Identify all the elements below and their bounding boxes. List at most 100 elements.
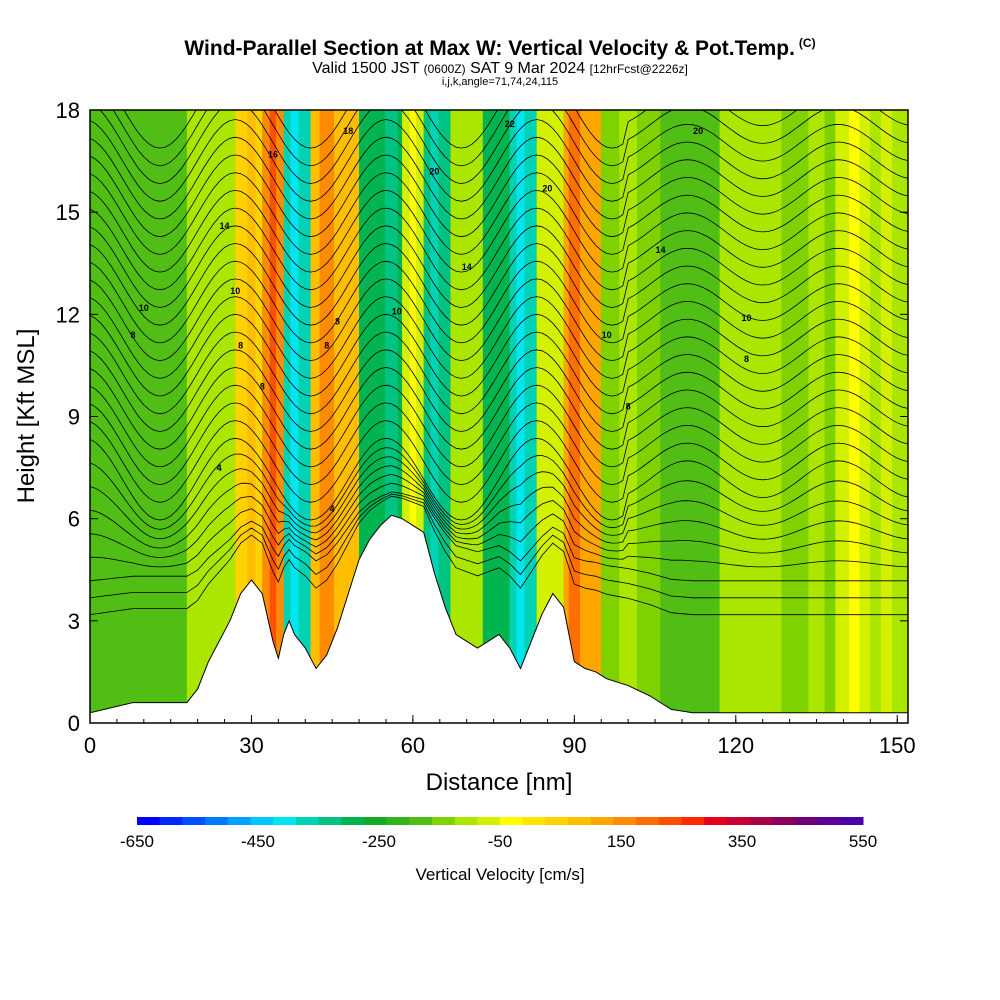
colorbar-swatch <box>704 817 728 825</box>
y-tick-label: 18 <box>56 98 80 123</box>
colorbar-swatch <box>205 817 229 825</box>
velocity-core <box>683 110 702 723</box>
colorbar-swatch <box>363 817 388 825</box>
contour-label: 8 <box>131 330 136 340</box>
colorbar-swatch <box>681 817 705 825</box>
colorbar-tick-label: 150 <box>607 832 635 851</box>
colorbar-swatch <box>318 817 342 825</box>
valid-date: SAT 9 Mar 2024 <box>470 60 586 77</box>
colorbar-swatch <box>613 817 637 825</box>
colorbar-swatch <box>840 817 864 825</box>
theta-contour <box>90 402 908 486</box>
chart-title-text: Wind-Parallel Section at Max W: Vertical… <box>184 37 795 60</box>
colorbar-swatch <box>137 817 161 825</box>
theta-contour <box>90 473 908 558</box>
velocity-core <box>269 110 277 723</box>
velocity-core <box>211 110 227 723</box>
colorbar-swatch <box>500 817 524 825</box>
velocity-core <box>737 110 756 723</box>
colorbar-label: Vertical Velocity [cm/s] <box>415 865 584 884</box>
x-tick-label: 60 <box>401 733 425 758</box>
colorbar-swatch <box>341 817 365 825</box>
contour-label: 8 <box>260 381 265 391</box>
theta-contour <box>90 225 908 308</box>
theta-contour <box>90 367 908 450</box>
velocity-core <box>409 110 417 723</box>
colorbar-tick-label: -450 <box>241 832 275 851</box>
velocity-core <box>430 110 439 723</box>
y-tick-label: 6 <box>68 507 80 532</box>
theta-contour <box>90 260 908 344</box>
contour-label: 4 <box>217 463 222 473</box>
velocity-core <box>619 110 638 723</box>
colorbar-swatch <box>386 817 410 825</box>
y-tick-label: 15 <box>56 200 80 225</box>
colorbar-tick-label: -250 <box>362 832 396 851</box>
colorbar: -650 -450 -250 -50 150 350 550 <box>120 817 877 851</box>
colorbar-tick-label: -50 <box>488 832 513 851</box>
contour-label: 8 <box>324 340 329 350</box>
colorbar-swatch <box>658 817 682 825</box>
contour-label: 8 <box>335 317 340 327</box>
y-axis-label: Height [Kft MSL] <box>13 329 40 504</box>
theta-contour <box>90 243 908 326</box>
contour-label: 10 <box>602 330 612 340</box>
y-tick-label: 3 <box>68 609 80 634</box>
x-tick-label: 90 <box>562 733 586 758</box>
theta-contour <box>90 420 908 503</box>
colorbar-swatch <box>636 817 660 825</box>
x-tick-label: 120 <box>717 733 754 758</box>
colorbar-swatch <box>227 817 251 825</box>
contour-label: 20 <box>693 126 703 136</box>
colorbar-swatch <box>726 817 751 825</box>
colorbar-swatch <box>182 817 206 825</box>
y-tick-label: 12 <box>56 302 80 327</box>
velocity-core <box>247 110 256 723</box>
velocity-core <box>516 110 525 723</box>
theta-contour <box>90 447 908 530</box>
y-tick-label: 9 <box>68 405 80 430</box>
y-tick-label: 0 <box>68 711 80 736</box>
velocity-core <box>568 110 580 723</box>
theta-contour <box>90 384 908 468</box>
theta-contour <box>90 437 908 521</box>
index-info: i,j,k,angle=71,74,24,115 <box>441 76 559 88</box>
colorbar-swatch <box>273 817 297 825</box>
theta-contour <box>123 110 908 149</box>
contour-label: 20 <box>429 167 439 177</box>
x-tick-label: 0 <box>84 733 96 758</box>
velocity-core <box>808 110 825 723</box>
theta-contour <box>90 482 908 568</box>
x-tick-label: 150 <box>879 733 916 758</box>
colorbar-swatch <box>250 817 274 825</box>
velocity-core <box>290 110 299 723</box>
theta-contour <box>90 349 908 432</box>
theta-contour <box>112 110 908 167</box>
theta-contour <box>90 119 908 202</box>
contour-label: 20 <box>542 184 552 194</box>
theta-contour <box>90 189 908 273</box>
contour-label: 10 <box>742 313 752 323</box>
velocity-core <box>461 110 472 723</box>
forecast-info: [12hrFcst@2226z] <box>589 62 688 76</box>
velocity-core <box>848 110 860 723</box>
theta-contour <box>90 456 908 540</box>
theta-contour <box>90 154 908 238</box>
velocity-band <box>186 110 236 723</box>
colorbar-swatch <box>590 817 614 825</box>
theta-contour <box>99 110 908 185</box>
y-axis: 0 3 6 9 12 15 18 <box>56 98 908 736</box>
colorbar-swatch <box>545 817 569 825</box>
contour-label: 10 <box>139 303 149 313</box>
contour-label: 8 <box>626 402 631 412</box>
velocity-core <box>494 110 504 723</box>
potential-temperature-contours <box>90 110 908 616</box>
contour-label: 18 <box>343 126 353 136</box>
colorbar-swatch <box>477 817 501 825</box>
contour-label: 4 <box>330 504 335 514</box>
colorbar-swatch <box>295 817 319 825</box>
colorbar-swatch <box>772 817 796 825</box>
x-axis-label: Distance [nm] <box>426 769 573 796</box>
valid-utc: (0600Z) <box>423 62 466 76</box>
